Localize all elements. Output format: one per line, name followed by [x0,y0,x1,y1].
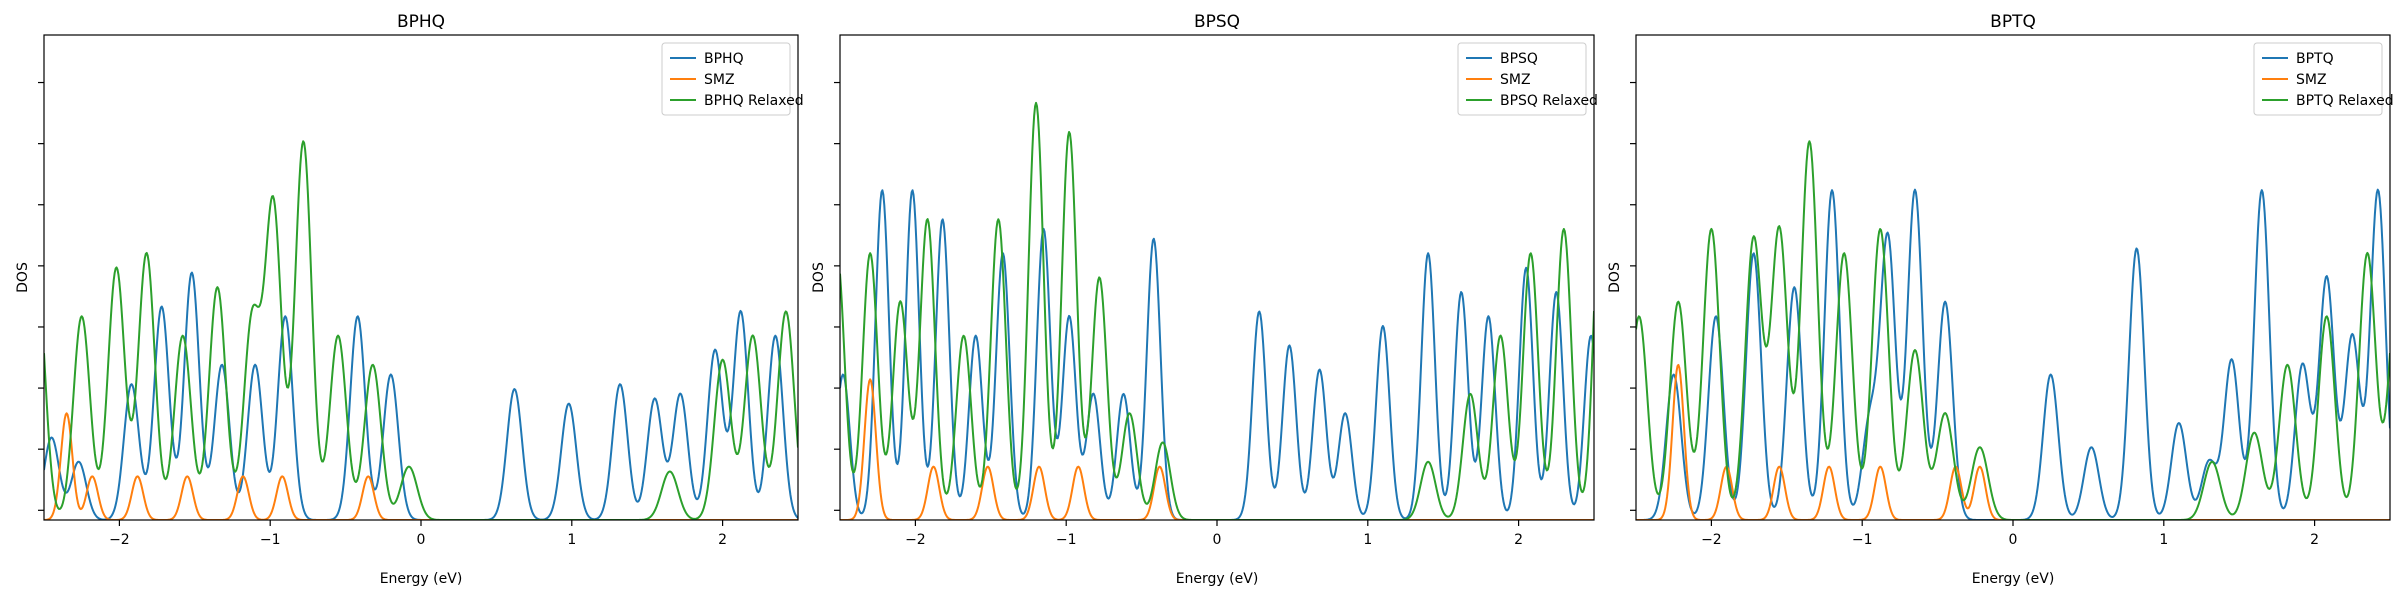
y-axis-label: DOS [15,262,31,293]
series-line-bpsq-relaxed [840,101,1594,520]
x-tick-label: 1 [1363,532,1372,548]
legend-entry: SMZ [704,72,735,88]
x-tick-label: 0 [2009,532,2018,548]
legend: BPHQ SMZ BPHQ Relaxed [661,42,804,116]
legend-entry: BPHQ [704,51,744,67]
x-tick-label: −2 [109,532,130,548]
x-tick-label: 2 [2310,532,2319,548]
x-tick-label: 2 [718,532,727,548]
x-tick-label: −1 [260,532,281,548]
series-line-bphq-relaxed [44,140,798,520]
x-axis-label: Energy (eV) [1176,571,1259,587]
x-tick-label: 1 [567,532,576,548]
legend: BPTQ SMZ BPTQ Relaxed [2253,42,2394,116]
chart-title: BPTQ [1990,12,2036,32]
y-axis-label: DOS [811,262,827,293]
x-tick-label: 0 [1213,532,1222,548]
x-tick-label: −2 [1701,532,1722,548]
legend-entry: SMZ [2296,72,2327,88]
legend-entry: BPHQ Relaxed [704,93,804,109]
legend-box [661,42,791,116]
chart-panel-2: −2 −1 0 1 2 BPTQ Energy (eV) DOS BPTQ SMZ BPTQ Rel… [1607,12,2394,587]
y-axis-label: DOS [1607,262,1623,293]
chart-panel-1: −2 −1 0 1 2 BPSQ Energy (eV) DOS BPSQ SMZ BPSQ Rel… [811,12,1598,587]
chart-panel-0: −2 −1 0 1 2 BPHQ Energy (eV) DOS BPHQ SMZ BPHQ Rel… [15,12,804,587]
x-tick-label: 0 [417,532,426,548]
x-tick-label: 1 [2159,532,2168,548]
legend-box [2253,42,2383,116]
x-tick-label: 2 [1514,532,1523,548]
series-line-bptq [1636,188,2390,520]
series-line-bpsq [840,189,1594,520]
x-axis-label: Energy (eV) [380,571,463,587]
x-axis-label: Energy (eV) [1972,571,2055,587]
x-tick-label: −1 [1852,532,1873,548]
legend: BPSQ SMZ BPSQ Relaxed [1457,42,1598,116]
chart-title: BPSQ [1194,12,1240,32]
chart-title: BPHQ [397,12,445,32]
legend-entry: BPTQ [2296,51,2334,67]
legend-entry: BPSQ Relaxed [1500,93,1598,109]
legend-entry: BPSQ [1500,51,1538,67]
legend-box [1457,42,1587,116]
x-tick-label: −2 [905,532,926,548]
legend-entry: SMZ [1500,72,1531,88]
legend-entry: BPTQ Relaxed [2296,93,2394,109]
x-tick-label: −1 [1056,532,1077,548]
